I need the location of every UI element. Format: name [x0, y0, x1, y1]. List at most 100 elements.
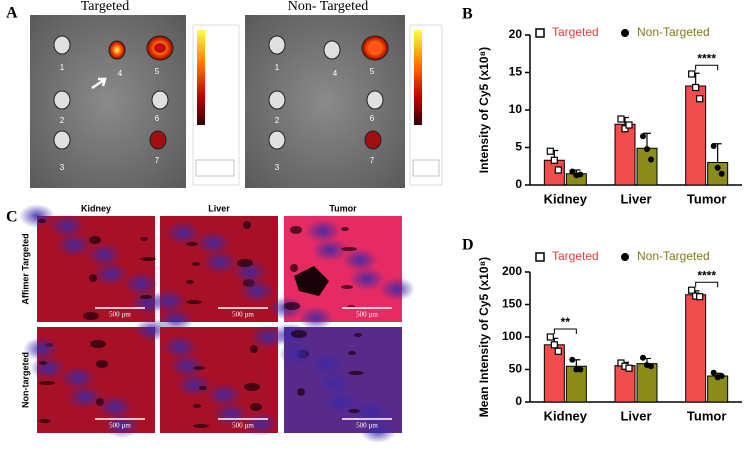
micrograph-blue: [243, 412, 279, 436]
arrow: [91, 77, 107, 90]
x-tick-label: Kidney: [544, 191, 588, 206]
micrograph-blue: [298, 306, 334, 330]
y-axis-label: Mean Intensity of Cy5 (x10⁸): [477, 257, 491, 417]
micrograph-blue: [86, 243, 122, 267]
organ: [268, 130, 286, 150]
micrograph-dark: [186, 242, 198, 246]
data-point: [577, 171, 584, 178]
micrograph-blue: [97, 395, 133, 419]
micrograph-blue: [30, 356, 66, 380]
data-point: [554, 347, 562, 355]
data-point: [640, 354, 646, 361]
organ-core: [154, 43, 166, 53]
micrograph: [284, 216, 402, 322]
micrograph-blue: [195, 231, 231, 255]
y-tick-label: 0: [515, 177, 522, 191]
organ: [53, 130, 71, 150]
data-point: [554, 166, 562, 174]
legend-marker: [621, 253, 629, 261]
x-tick-label: Kidney: [544, 408, 588, 423]
data-point: [696, 293, 704, 301]
micrograph-dark: [38, 219, 46, 223]
organ-number: 4: [118, 69, 123, 78]
micrograph-blue: [316, 371, 352, 395]
y-tick-label: 10: [509, 102, 523, 116]
micrograph-dark: [354, 333, 362, 337]
micrograph-blue: [309, 352, 345, 376]
organ: [108, 40, 126, 60]
legend-label: Non-Targeted: [637, 25, 710, 39]
micrograph-blue: [239, 279, 275, 303]
micrograph-blue: [19, 204, 55, 228]
y-tick-label: 100: [502, 329, 522, 343]
data-point: [648, 363, 654, 370]
significance-bracket: [553, 328, 577, 334]
micrograph-dark: [341, 285, 353, 289]
data-point: [550, 341, 558, 349]
x-tick-label: Tumor: [687, 191, 726, 206]
micrograph-dark: [348, 351, 356, 355]
significance-bracket: [695, 281, 719, 288]
micrograph-dark: [291, 330, 307, 338]
micrograph-blue: [60, 366, 96, 390]
micrograph-blue: [279, 342, 315, 366]
micrograph-blue: [202, 250, 238, 274]
image-title: Non- Targeted: [288, 0, 369, 14]
micrograph-blue: [49, 214, 85, 238]
scale-bar-label: 500 µm: [232, 311, 254, 319]
organ: [268, 90, 286, 110]
organ-number: 1: [275, 63, 280, 72]
data-point: [546, 333, 554, 341]
data-point: [710, 143, 717, 149]
micrograph-dark: [186, 280, 194, 284]
micrograph-blue: [360, 419, 396, 443]
x-tick-label: Tumor: [687, 408, 726, 423]
micrograph-dark: [39, 419, 51, 423]
organ-number: 5: [155, 67, 160, 76]
micrograph-blue: [104, 414, 140, 438]
micrograph-dark: [140, 257, 156, 261]
row-label: Non-targeted: [20, 352, 30, 408]
column-header: Kidney: [81, 203, 111, 213]
significance-label: **: [561, 315, 571, 329]
data-point: [577, 366, 584, 373]
panel-label: C: [6, 209, 18, 226]
bar: [685, 294, 707, 403]
organ: [268, 35, 286, 55]
micrograph-dark: [237, 259, 253, 267]
micrograph-blue: [272, 323, 308, 347]
micrograph-blue: [169, 354, 205, 378]
micrograph-dark: [193, 424, 209, 428]
micrograph-dark: [250, 403, 262, 411]
legend-marker: [621, 29, 629, 37]
data-point: [625, 364, 633, 372]
micrograph-dark: [140, 295, 152, 299]
image-title: Targeted: [81, 0, 130, 14]
bar: [614, 123, 636, 186]
panel-label: A: [6, 5, 18, 22]
data-point: [714, 164, 721, 171]
organ-number: 3: [60, 163, 65, 172]
organ: [53, 90, 71, 110]
data-point: [640, 133, 646, 140]
bar: [636, 147, 658, 186]
organ-number: 2: [275, 116, 280, 125]
row-label: Affimer Targeted: [20, 233, 30, 304]
micrograph-blue: [349, 267, 385, 291]
scale-bar-label: 500 µm: [356, 422, 378, 430]
micrograph-dark: [39, 361, 47, 365]
x-tick-label: Liver: [620, 408, 651, 423]
micrograph-dark: [294, 266, 329, 296]
organ-core: [369, 43, 381, 53]
data-point: [648, 156, 654, 163]
micrograph-dark: [250, 345, 258, 353]
legend-label: Non-Targeted: [637, 249, 710, 263]
significance-label: ****: [697, 268, 716, 282]
significance-bracket: [695, 64, 719, 71]
micrograph-blue: [353, 400, 389, 424]
y-tick-label: 5: [515, 140, 522, 154]
scale-bar-label: 500 µm: [109, 311, 131, 319]
organ: [53, 35, 71, 55]
organ-number: 7: [370, 156, 375, 165]
